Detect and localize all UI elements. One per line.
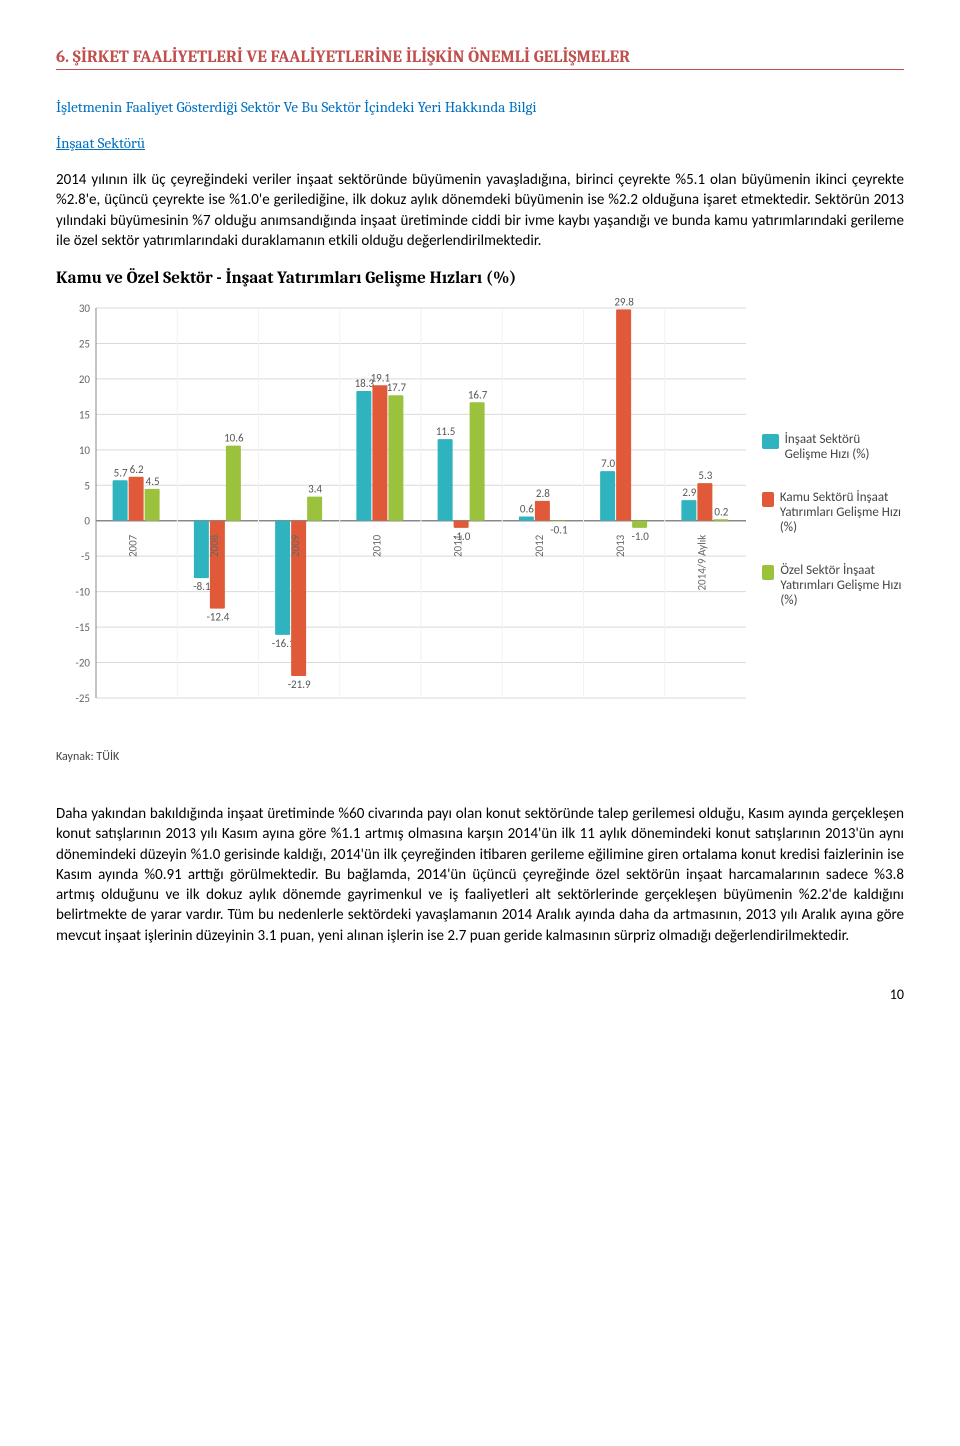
chart-title: Kamu ve Özel Sektör - İnşaat Yatırımları… bbox=[56, 269, 904, 288]
svg-text:0.6: 0.6 bbox=[520, 502, 534, 515]
svg-text:2013: 2013 bbox=[614, 534, 627, 557]
svg-text:2008: 2008 bbox=[208, 534, 221, 557]
svg-text:10.6: 10.6 bbox=[224, 432, 244, 445]
sector-subheading: İşletmenin Faaliyet Gösterdiği Sektör Ve… bbox=[56, 98, 904, 116]
chart-plot-area: -25 -20 -15 -10 -5 0 5 10 15 20 25 30 5.76.24.5 2007 -… bbox=[56, 298, 756, 742]
svg-text:25: 25 bbox=[79, 337, 90, 350]
svg-text:2012: 2012 bbox=[533, 534, 546, 557]
legend-label: Kamu Sektörü İnşaat Yatırımları Gelişme … bbox=[780, 490, 904, 535]
svg-text:2.9: 2.9 bbox=[682, 486, 696, 499]
legend-swatch bbox=[762, 492, 774, 507]
svg-text:29.8: 29.8 bbox=[614, 298, 634, 308]
legend-label: İnşaat Sektörü Gelişme Hızı (%) bbox=[785, 432, 904, 462]
legend-item: İnşaat Sektörü Gelişme Hızı (%) bbox=[762, 432, 904, 462]
legend-label: Özel Sektör İnşaat Yatırımları Gelişme H… bbox=[780, 563, 904, 608]
legend-item: Özel Sektör İnşaat Yatırımları Gelişme H… bbox=[762, 563, 904, 608]
paragraph-2: Daha yakından bakıldığında inşaat üretim… bbox=[56, 804, 904, 946]
svg-text:30: 30 bbox=[79, 302, 91, 315]
svg-text:3.4: 3.4 bbox=[308, 483, 322, 496]
svg-text:2007: 2007 bbox=[127, 534, 140, 557]
chart-source: Kaynak: TÜİK bbox=[56, 750, 904, 764]
svg-text:0: 0 bbox=[84, 515, 90, 528]
svg-text:11.5: 11.5 bbox=[436, 425, 456, 438]
svg-text:5.7: 5.7 bbox=[114, 466, 128, 479]
svg-text:0.2: 0.2 bbox=[714, 505, 728, 518]
chart-svg: -25 -20 -15 -10 -5 0 5 10 15 20 25 30 5.76.24.5 2007 -… bbox=[56, 298, 756, 738]
svg-text:-12.4: -12.4 bbox=[206, 611, 229, 624]
svg-text:20: 20 bbox=[79, 373, 91, 386]
svg-text:2009: 2009 bbox=[289, 534, 302, 557]
svg-text:10: 10 bbox=[79, 444, 91, 457]
sector-name: İnşaat Sektörü bbox=[56, 134, 904, 152]
section-title: 6. ŞİRKET FAALİYETLERİ VE FAALİYETLERİNE… bbox=[56, 48, 904, 70]
paragraph-1: 2014 yılının ilk üç çeyreğindeki veriler… bbox=[56, 170, 904, 251]
svg-text:-20: -20 bbox=[75, 657, 90, 670]
svg-text:-0.1: -0.1 bbox=[550, 523, 568, 536]
svg-text:17.7: 17.7 bbox=[387, 381, 407, 394]
svg-text:15: 15 bbox=[79, 408, 90, 421]
page-number: 10 bbox=[56, 986, 904, 1003]
svg-text:7.0: 7.0 bbox=[601, 457, 615, 470]
legend-swatch bbox=[762, 434, 779, 449]
svg-text:-1.0: -1.0 bbox=[631, 530, 649, 543]
svg-text:5.3: 5.3 bbox=[698, 469, 712, 482]
svg-text:2.8: 2.8 bbox=[536, 487, 550, 500]
svg-text:4.5: 4.5 bbox=[146, 475, 160, 488]
svg-text:-15: -15 bbox=[75, 621, 90, 634]
svg-text:-10: -10 bbox=[75, 586, 90, 599]
svg-text:5: 5 bbox=[84, 479, 90, 492]
svg-text:-21.9: -21.9 bbox=[288, 678, 311, 691]
legend-swatch bbox=[762, 565, 774, 580]
chart-legend: İnşaat Sektörü Gelişme Hızı (%) Kamu Sekt… bbox=[756, 298, 904, 742]
svg-text:2011: 2011 bbox=[452, 534, 465, 557]
svg-text:-5: -5 bbox=[81, 550, 90, 563]
svg-text:-8.1: -8.1 bbox=[193, 580, 211, 593]
svg-text:-25: -25 bbox=[75, 692, 90, 705]
growth-chart: -25 -20 -15 -10 -5 0 5 10 15 20 25 30 5.76.24.5 2007 -… bbox=[56, 298, 904, 742]
svg-text:2014/9 Aylık: 2014/9 Aylık bbox=[695, 535, 708, 591]
legend-item: Kamu Sektörü İnşaat Yatırımları Gelişme … bbox=[762, 490, 904, 535]
svg-text:6.2: 6.2 bbox=[130, 463, 144, 476]
svg-text:16.7: 16.7 bbox=[468, 388, 488, 401]
svg-text:2010: 2010 bbox=[370, 534, 383, 557]
